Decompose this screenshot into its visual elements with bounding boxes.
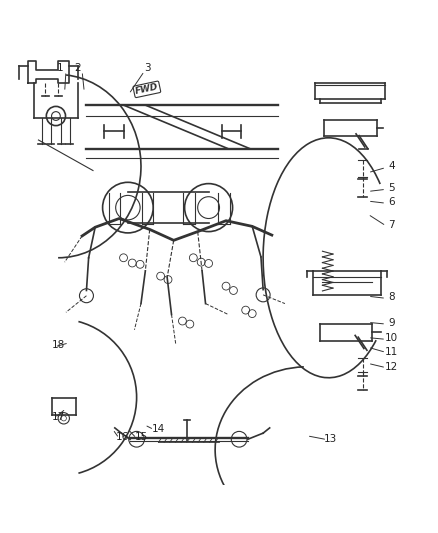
Text: 13: 13 [323, 434, 336, 444]
Text: 5: 5 [388, 183, 394, 193]
Text: 10: 10 [385, 334, 397, 343]
Text: 16: 16 [116, 432, 129, 442]
Text: FWD: FWD [134, 83, 159, 96]
Text: 18: 18 [51, 340, 64, 350]
Text: 3: 3 [144, 63, 151, 73]
Text: 12: 12 [384, 362, 398, 372]
Text: 15: 15 [134, 432, 147, 442]
Text: 1: 1 [57, 63, 64, 73]
Text: 6: 6 [388, 197, 394, 207]
Text: 2: 2 [74, 63, 81, 73]
Text: 7: 7 [388, 220, 394, 230]
Text: 14: 14 [152, 424, 165, 434]
Text: 4: 4 [388, 161, 394, 171]
Text: 9: 9 [388, 318, 394, 328]
Text: 17: 17 [51, 412, 64, 422]
Text: 11: 11 [384, 346, 398, 357]
Text: 8: 8 [388, 292, 394, 302]
